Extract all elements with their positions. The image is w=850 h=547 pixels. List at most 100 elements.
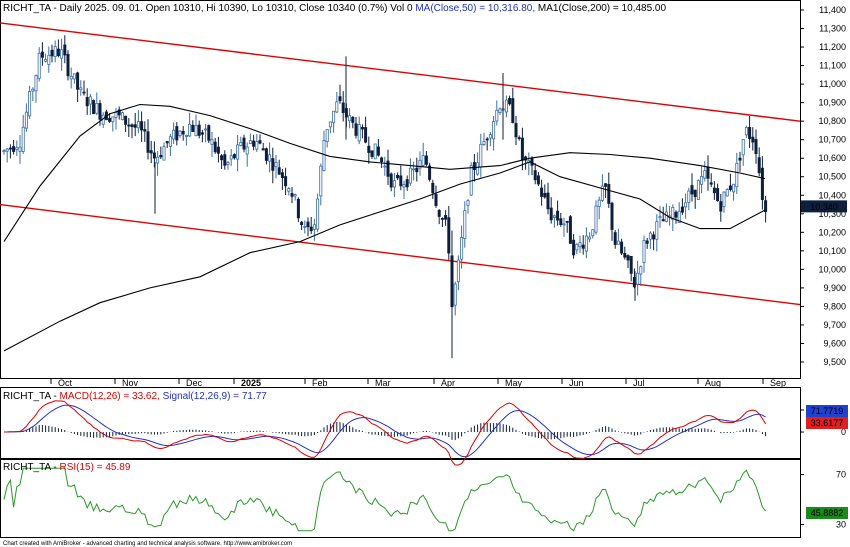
candle-body	[239, 141, 243, 146]
candle-body	[191, 124, 195, 132]
date-label: Aug	[705, 378, 721, 388]
candle-body	[21, 126, 25, 152]
price-tick-label: 11,400	[819, 5, 846, 15]
rsi-panel	[0, 459, 801, 538]
candle-body	[76, 72, 80, 90]
price-header-text: - Daily 2025. 09. 01. Open 10310, Hi 103…	[51, 3, 416, 14]
candle-body	[485, 138, 489, 141]
candle-body	[376, 146, 380, 156]
price-tick-label: 10,600	[818, 153, 846, 163]
candle-body	[200, 132, 204, 135]
candle-body	[520, 137, 524, 161]
candle-body	[181, 130, 185, 135]
candle-body	[514, 123, 518, 138]
price-tick-label: 11,300	[819, 24, 846, 34]
candle-body	[284, 176, 288, 187]
candle-body	[652, 234, 656, 240]
candle-body	[536, 175, 540, 185]
candle-body	[549, 207, 553, 221]
candle-body	[655, 221, 659, 240]
candle-body	[72, 73, 76, 80]
macd-tick-label: 0	[841, 427, 846, 437]
candle-body	[431, 182, 435, 194]
candle-body	[508, 98, 512, 105]
candle-body	[591, 229, 595, 237]
candle-body	[466, 200, 470, 206]
candle-body	[335, 101, 339, 113]
candle-body	[12, 146, 16, 152]
candle-body	[412, 168, 416, 171]
candle-body	[642, 240, 646, 263]
candle-body	[31, 88, 35, 92]
candle-body	[168, 136, 172, 147]
candle-body	[264, 148, 268, 161]
candle-body	[2, 150, 6, 153]
candle-body	[684, 202, 688, 208]
candle-body	[460, 236, 464, 260]
candle-body	[546, 192, 550, 210]
candle-body	[66, 53, 70, 77]
price-tick-label: 10,800	[818, 116, 846, 126]
candle-body	[261, 148, 265, 151]
candle-body	[309, 226, 313, 232]
candle-body	[706, 166, 710, 179]
candle-body	[28, 91, 32, 117]
candle-body	[748, 126, 752, 140]
candle-body	[540, 187, 544, 197]
candle-body	[623, 252, 627, 258]
candle-body	[504, 99, 508, 113]
candle-body	[351, 116, 355, 123]
candle-body	[709, 182, 713, 185]
candle-body	[290, 193, 294, 197]
candle-body	[588, 236, 592, 240]
candle-body	[357, 124, 361, 142]
candle-body	[338, 96, 342, 102]
candle-body	[408, 167, 412, 184]
candle-body	[303, 226, 307, 228]
candle-body	[204, 128, 208, 131]
candle-body	[479, 143, 483, 168]
candle-body	[428, 165, 432, 180]
candle-body	[444, 214, 448, 220]
candle-body	[133, 124, 137, 128]
date-axis: Oct Nov Dec 2025 Feb Mar Apr May Jun Jul Aug Sep	[50, 378, 786, 388]
candle-body	[360, 127, 364, 130]
candle-body	[47, 54, 51, 65]
candle-body	[232, 154, 236, 159]
date-label: Oct	[58, 378, 73, 388]
price-tick-label: 11,100	[819, 61, 846, 71]
candle-body	[197, 124, 201, 136]
candle-body	[341, 102, 345, 113]
price-header-ma200: MA1(Close,200) = 10,485.00	[538, 3, 667, 14]
candle-body	[437, 209, 441, 217]
candle-body	[744, 127, 748, 136]
last-price-tag: 10,340	[810, 202, 838, 212]
candle-body	[92, 100, 96, 115]
candle-body	[626, 255, 630, 261]
price-header: RICHT_TA - Daily 2025. 09. 01. Open 1031…	[3, 3, 666, 14]
candle-body	[88, 96, 92, 105]
price-tick-label: 10,400	[818, 190, 846, 200]
candle-body	[616, 240, 620, 245]
macd-panel	[0, 387, 801, 459]
signal-tag: 71.7719	[811, 406, 844, 416]
price-tick-label: 10,100	[818, 246, 846, 256]
rsi-header-ticker: RICHT_TA	[3, 462, 51, 473]
candle-body	[60, 49, 64, 59]
candle-body	[658, 216, 662, 219]
candle-body	[188, 123, 192, 137]
candle-body	[85, 97, 89, 107]
candle-body	[671, 207, 675, 220]
candle-body	[325, 128, 329, 142]
candle-body	[5, 148, 9, 152]
candle-body	[242, 137, 246, 150]
price-tick-label: 9,800	[823, 301, 846, 311]
candle-body	[127, 124, 131, 127]
candle-body	[79, 87, 83, 91]
candle-body	[725, 189, 729, 197]
candle-body	[636, 272, 640, 285]
candle-body	[399, 175, 403, 187]
price-header-ma50: MA(Close,50) = 10,316.80,	[415, 3, 538, 14]
candle-body	[82, 91, 86, 94]
